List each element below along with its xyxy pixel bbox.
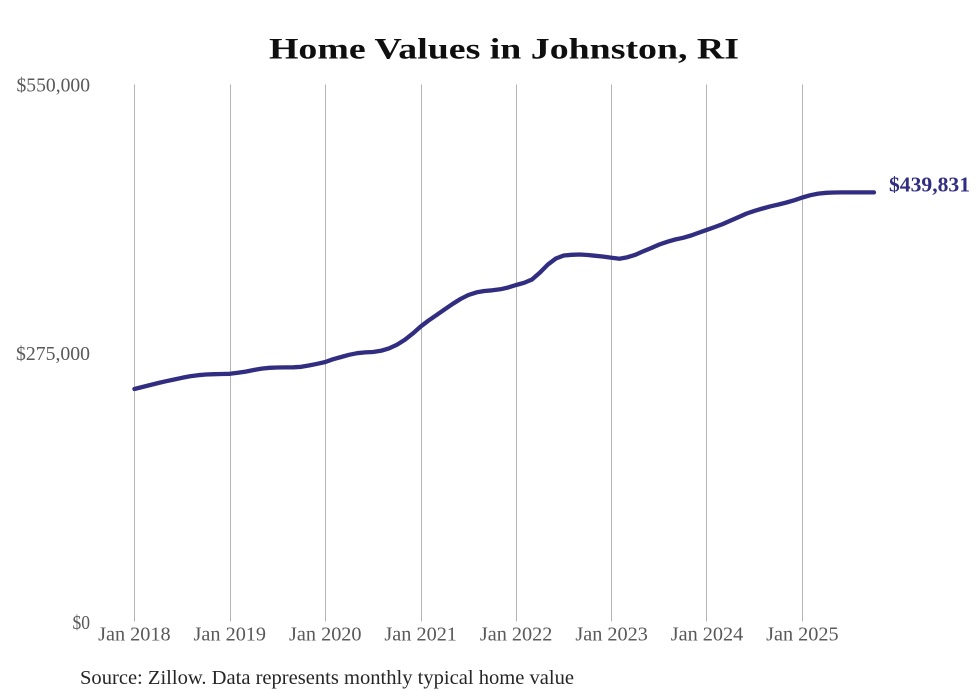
svg-text:$275,000: $275,000 (16, 343, 90, 365)
svg-text:Source: Zillow. Data represent: Source: Zillow. Data represents monthly … (80, 667, 574, 689)
svg-text:Jan 2019: Jan 2019 (194, 624, 267, 646)
svg-text:Jan 2024: Jan 2024 (671, 624, 744, 646)
svg-text:Jan 2022: Jan 2022 (480, 624, 553, 646)
svg-text:Jan 2020: Jan 2020 (289, 624, 362, 646)
svg-text:Jan 2018: Jan 2018 (98, 624, 171, 646)
svg-text:Jan 2023: Jan 2023 (575, 624, 648, 646)
svg-text:Jan 2021: Jan 2021 (384, 624, 457, 646)
svg-text:Jan 2025: Jan 2025 (766, 624, 839, 646)
svg-text:Home Values in Johnston, RI: Home Values in Johnston, RI (269, 33, 739, 66)
svg-text:$439,831: $439,831 (889, 173, 970, 197)
svg-text:$0: $0 (73, 612, 91, 634)
svg-text:$550,000: $550,000 (17, 75, 91, 97)
